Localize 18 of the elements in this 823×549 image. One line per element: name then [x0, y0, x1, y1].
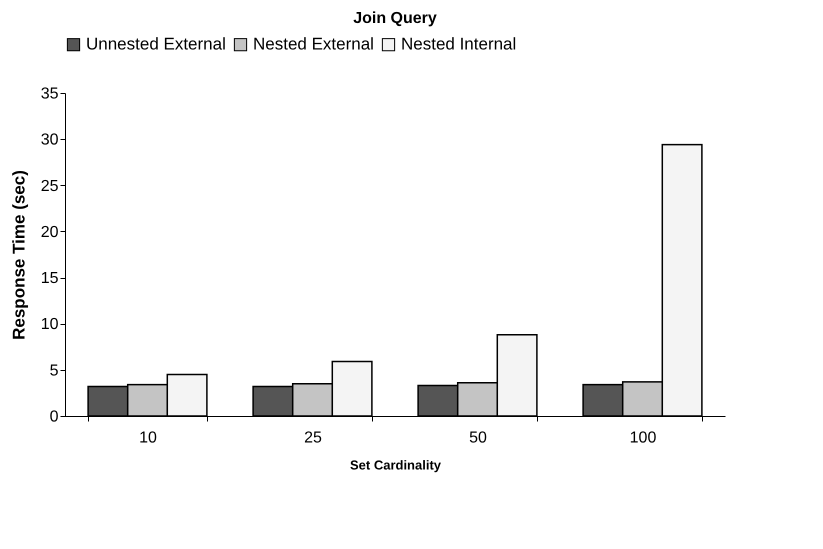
chart-title: Join Query — [353, 10, 437, 27]
x-axis-title: Set Cardinality — [350, 458, 442, 472]
y-tick-label: 20 — [40, 224, 59, 241]
y-tick-label: 25 — [40, 178, 59, 195]
y-tick-label: 30 — [40, 132, 59, 149]
y-tick-label: 5 — [50, 362, 59, 380]
legend-label: Unnested External — [86, 34, 226, 54]
y-tick-label: 0 — [50, 408, 59, 426]
y-tick-label: 35 — [40, 86, 59, 102]
y-axis-title: Response Time (sec) — [10, 170, 29, 340]
legend-label: Nested Internal — [401, 34, 516, 54]
x-tick-label: 25 — [304, 430, 322, 446]
y-tick-label: 10 — [40, 316, 59, 334]
y-tick-label: 15 — [40, 270, 59, 288]
x-tick-label: 50 — [469, 430, 487, 446]
x-tick-label: 10 — [139, 430, 157, 446]
x-tick-label: 100 — [630, 430, 656, 446]
legend-label: Nested External — [253, 34, 374, 54]
